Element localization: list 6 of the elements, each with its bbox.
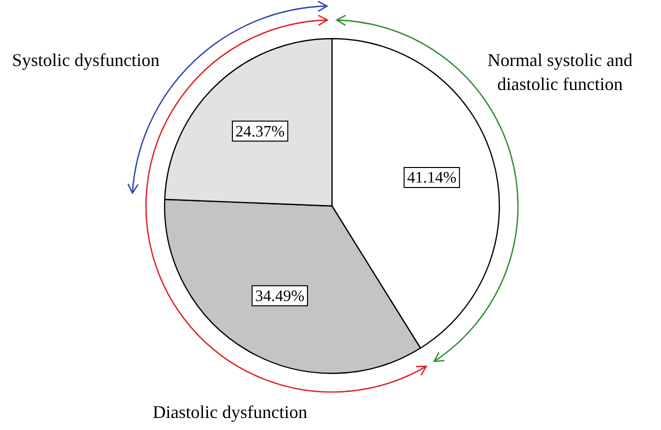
slice-label: Normal systolic and diastolic function [486, 49, 634, 96]
data-label: 24.37% [235, 123, 285, 140]
slice-label: Systolic dysfunction [12, 49, 160, 72]
data-label: 41.14% [407, 170, 456, 187]
data-label: 34.49% [255, 288, 304, 305]
slice-label: Diastolic dysfunction [152, 401, 308, 424]
